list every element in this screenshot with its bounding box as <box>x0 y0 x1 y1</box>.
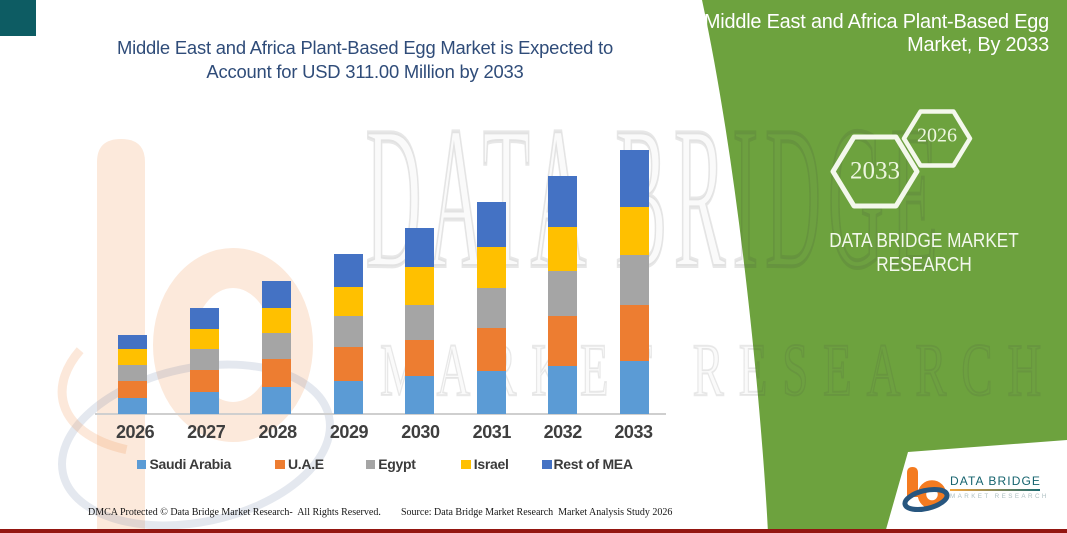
svg-text:DATA BRIDGE: DATA BRIDGE <box>366 85 945 311</box>
svg-text:2033: 2033 <box>850 158 900 185</box>
svg-text:2026: 2026 <box>917 125 957 147</box>
